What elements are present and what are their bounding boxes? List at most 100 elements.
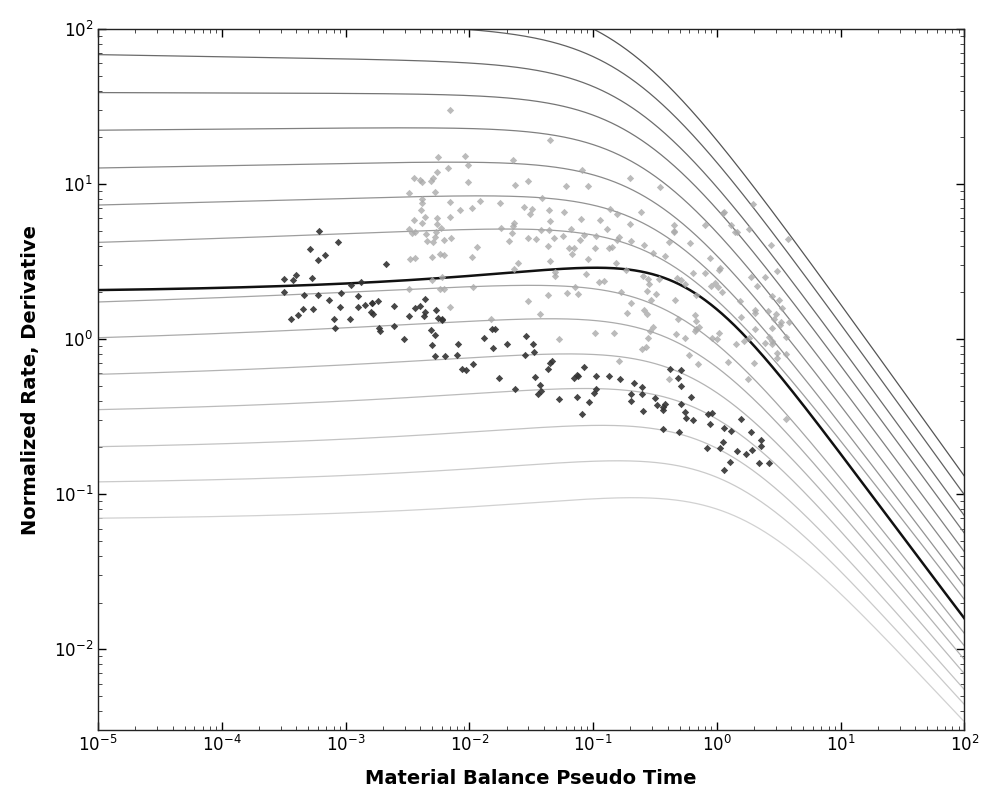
Point xyxy=(464,251,480,264)
Point xyxy=(753,434,769,447)
Point xyxy=(290,309,306,322)
Point xyxy=(424,339,440,352)
Point xyxy=(353,275,369,288)
Point xyxy=(330,235,346,248)
Point xyxy=(738,447,754,460)
Point xyxy=(697,267,713,280)
Point xyxy=(427,328,443,341)
Point xyxy=(707,277,723,290)
Point xyxy=(507,178,523,191)
Point xyxy=(572,234,588,247)
Point xyxy=(634,342,650,355)
Point xyxy=(661,373,677,386)
Point xyxy=(710,281,726,294)
Point xyxy=(505,154,521,167)
Point xyxy=(743,426,759,438)
Point xyxy=(766,312,782,325)
Point xyxy=(518,330,534,343)
Point xyxy=(723,425,739,438)
Point xyxy=(364,296,380,309)
Point xyxy=(645,247,661,260)
Point xyxy=(657,398,673,411)
Point xyxy=(533,385,549,398)
Point xyxy=(741,222,757,235)
Point xyxy=(551,393,567,406)
Point xyxy=(611,355,627,368)
Point xyxy=(327,322,343,335)
Point xyxy=(418,227,434,240)
Point xyxy=(317,248,333,261)
Point xyxy=(386,299,402,312)
Point xyxy=(363,306,379,319)
Point xyxy=(401,186,417,199)
Point xyxy=(520,232,536,245)
Point xyxy=(715,206,731,219)
Point xyxy=(727,226,743,239)
Point xyxy=(677,332,693,345)
Point xyxy=(407,226,423,239)
Point xyxy=(587,326,603,339)
Point xyxy=(429,165,445,178)
Point xyxy=(747,303,763,316)
Point xyxy=(378,257,394,270)
Point xyxy=(761,456,777,469)
Point xyxy=(443,231,459,244)
Point xyxy=(622,217,638,230)
Point xyxy=(655,422,671,435)
Point xyxy=(640,273,656,286)
Point xyxy=(541,224,557,237)
Point xyxy=(588,370,604,383)
Point xyxy=(667,294,683,307)
Point xyxy=(652,181,668,194)
Point xyxy=(433,222,449,235)
Point xyxy=(685,267,701,280)
Point xyxy=(712,442,728,455)
Point xyxy=(428,225,444,238)
Point xyxy=(343,278,359,291)
Point xyxy=(757,271,773,284)
Point xyxy=(668,328,684,341)
Point xyxy=(520,175,536,188)
Point xyxy=(527,371,543,384)
Point xyxy=(417,293,433,306)
Point xyxy=(516,200,532,213)
Point xyxy=(528,233,544,246)
Point xyxy=(476,331,492,344)
Point xyxy=(732,294,748,307)
Point xyxy=(522,207,538,220)
Point xyxy=(580,253,596,266)
Point xyxy=(711,264,727,277)
Point xyxy=(609,234,625,247)
Point xyxy=(414,217,430,230)
Point xyxy=(670,371,686,384)
Point xyxy=(423,175,439,188)
Point xyxy=(454,362,470,375)
Point xyxy=(688,289,704,302)
Point xyxy=(437,349,453,362)
Point xyxy=(541,204,557,217)
Point xyxy=(648,287,664,300)
Point xyxy=(714,286,730,299)
Point xyxy=(673,397,689,410)
Y-axis label: Normalized Rate, Derivative: Normalized Rate, Derivative xyxy=(21,225,40,535)
Point xyxy=(588,383,604,396)
Point xyxy=(402,253,418,266)
Point xyxy=(611,231,627,244)
Point xyxy=(525,337,541,350)
Point xyxy=(542,133,558,146)
Point xyxy=(602,203,618,216)
Point xyxy=(573,213,589,226)
Point xyxy=(682,236,698,249)
Point xyxy=(542,356,558,369)
Point xyxy=(618,263,634,276)
Point xyxy=(703,280,719,293)
Point xyxy=(673,364,689,377)
Point xyxy=(436,283,452,296)
Point xyxy=(442,195,458,208)
Point xyxy=(769,265,785,277)
Point xyxy=(566,371,582,384)
Point xyxy=(626,377,642,390)
Point xyxy=(666,218,682,231)
Point xyxy=(639,285,655,298)
Point xyxy=(673,273,689,286)
